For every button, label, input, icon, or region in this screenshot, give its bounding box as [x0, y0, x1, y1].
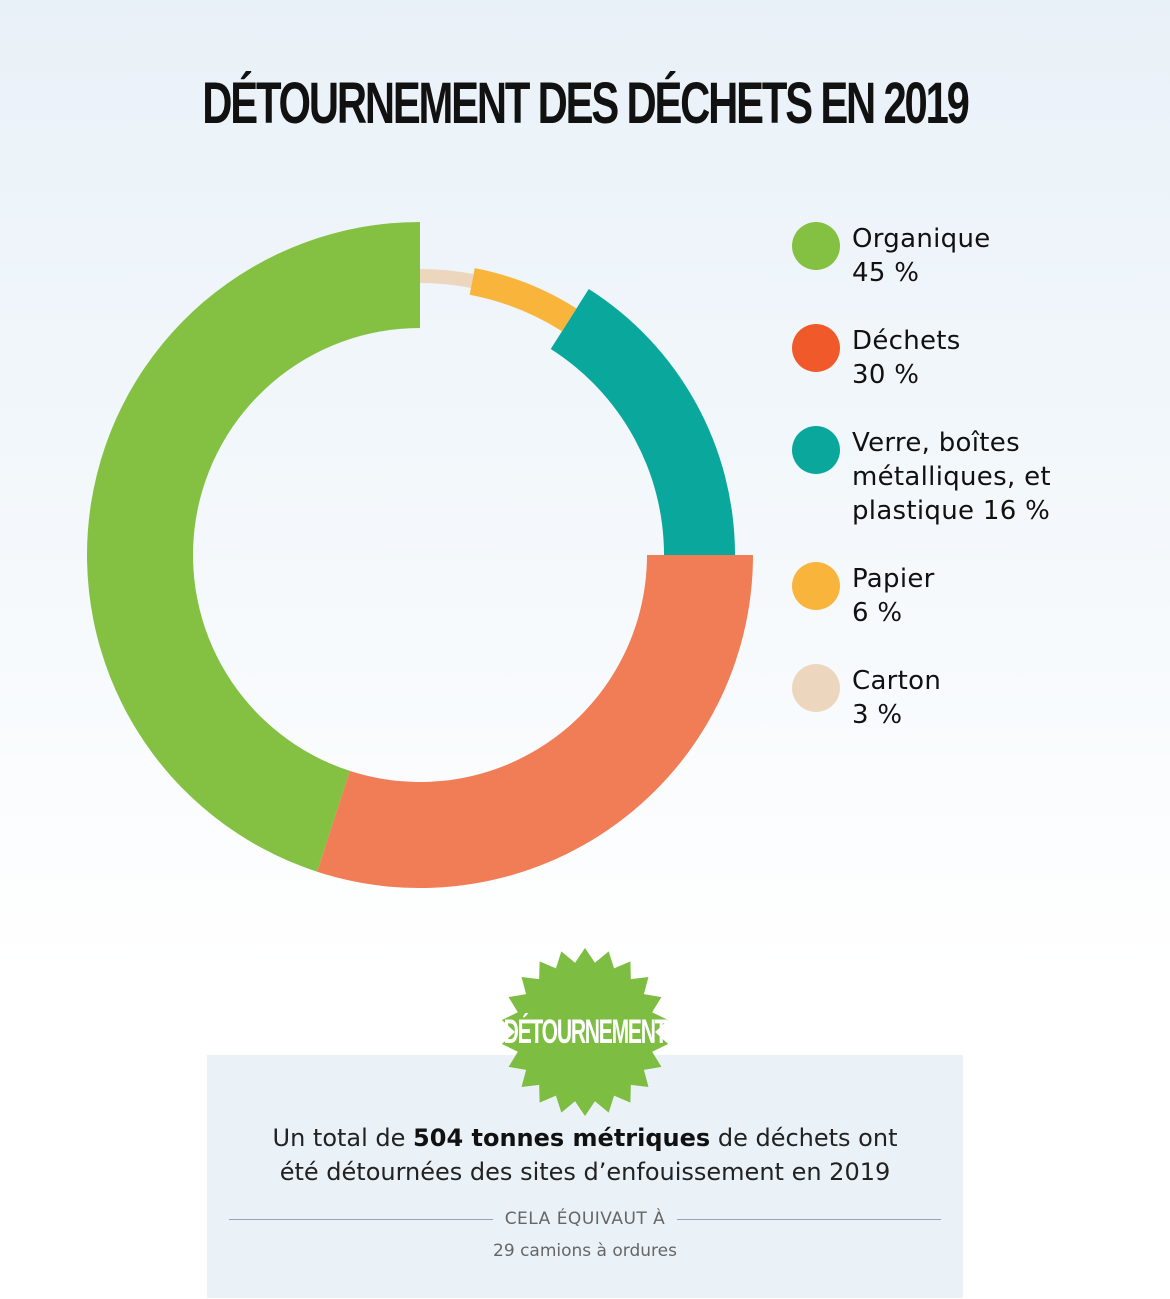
legend-text: Organique 45 % [852, 222, 991, 290]
legend-value: 30 % [852, 360, 920, 390]
legend-label: Papier [852, 564, 935, 594]
slice-organique [86, 222, 421, 872]
legend-swatch [792, 222, 840, 270]
legend-text: Papier 6 % [852, 562, 935, 630]
legend-label-line: métalliques, et [852, 462, 1051, 492]
legend-value: 3 % [852, 700, 903, 730]
chart-title: DÉTOURNEMENT DES DÉCHETS EN 2019 [202, 71, 970, 136]
divider-rule-right [677, 1218, 941, 1220]
equiv-value: 29 camions à ordures [493, 1241, 677, 1261]
legend-value: 6 % [852, 598, 903, 628]
slice-dechets [317, 555, 753, 888]
divider-rule-left [229, 1218, 493, 1220]
badge-text: DÉTOURNEMENT [503, 1012, 668, 1051]
slice-carton [420, 269, 474, 288]
legend-text: Verre, boîtes métalliques, et plastique … [852, 426, 1051, 528]
legend-label: Déchets [852, 326, 961, 356]
legend-item-carton: Carton 3 % [792, 664, 1152, 732]
starburst-shape [501, 948, 669, 1116]
slice-verre [550, 289, 735, 555]
donut-chart [86, 222, 753, 888]
legend-label: Organique [852, 224, 991, 254]
legend: Organique 45 % Déchets 30 % Verre, boîte… [792, 222, 1152, 766]
legend-label-part: plastique [852, 496, 975, 526]
summary-prefix: Un total de [272, 1124, 414, 1152]
legend-item-organique: Organique 45 % [792, 222, 1152, 290]
slice-papier [469, 268, 577, 332]
legend-text: Carton 3 % [852, 664, 941, 732]
legend-text: Déchets 30 % [852, 324, 961, 392]
summary-highlight: 504 tonnes métriques [413, 1124, 711, 1152]
summary-suffix: de déchets ont [710, 1124, 898, 1152]
summary-line2: été détournées des sites d’enfouissement… [279, 1158, 891, 1186]
summary-text: Un total de 504 tonnes métriques de déch… [207, 1121, 963, 1189]
legend-label: Carton [852, 666, 942, 696]
legend-item-dechets: Déchets 30 % [792, 324, 1152, 392]
legend-value: 16 % [982, 496, 1051, 526]
equiv-divider: CELA ÉQUIVAUT À [229, 1207, 941, 1231]
legend-swatch [792, 324, 840, 372]
legend-swatch [792, 664, 840, 712]
starburst-seal-icon [501, 948, 669, 1116]
legend-value: 45 % [852, 258, 920, 288]
legend-swatch [792, 426, 840, 474]
diversion-badge: DÉTOURNEMENT [500, 947, 670, 1117]
legend-item-verre: Verre, boîtes métalliques, et plastique … [792, 426, 1152, 528]
equiv-label: CELA ÉQUIVAUT À [504, 1209, 666, 1229]
legend-swatch [792, 562, 840, 610]
legend-label-line: plastique 16 % [852, 494, 1051, 528]
legend-label-line: Verre, boîtes [852, 428, 1020, 458]
legend-item-papier: Papier 6 % [792, 562, 1152, 630]
